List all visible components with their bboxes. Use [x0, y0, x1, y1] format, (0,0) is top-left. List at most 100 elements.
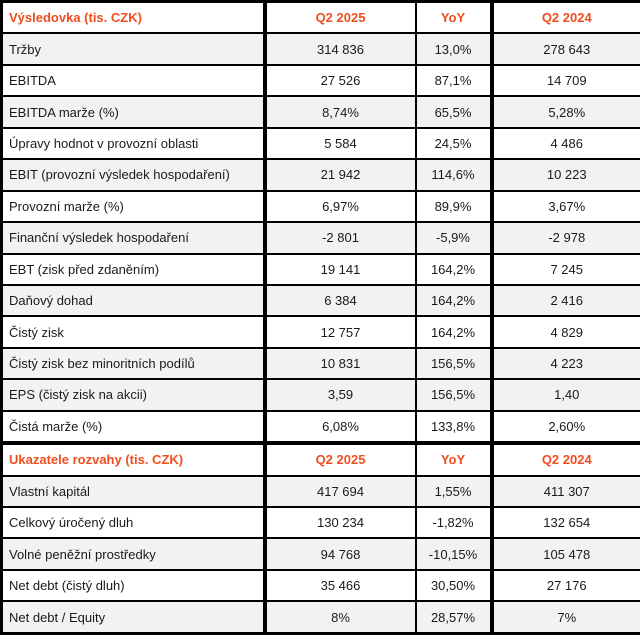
value-cell-q2-2024: 2 416: [491, 283, 640, 317]
row-label-cell: Net debt (čistý dluh): [1, 568, 267, 602]
table-row: Volné peněžní prostředky 94 768 -10,15% 105…: [1, 537, 640, 570]
table-row: EPS (čistý zisk na akcii) 3,59 156,5% 1,40: [1, 378, 640, 411]
row-label-cell: EBITDA marže (%): [1, 95, 267, 128]
table-row: Čistý zisk 12 757 164,2% 4 829: [1, 315, 640, 348]
value-cell-q2-2025: 3,59: [264, 378, 417, 411]
row-label-cell: Provozní marže (%): [1, 189, 267, 223]
value-cell-yoy: 87,1%: [415, 63, 494, 97]
row-label-cell: Úpravy hodnot v provozní oblasti: [1, 126, 267, 160]
row-label-cell: Daňový dohad: [1, 283, 267, 317]
col-header-yoy: YoY: [415, 441, 494, 476]
value-cell-q2-2024: -2 978: [491, 221, 640, 254]
value-cell-yoy: -5,9%: [415, 221, 494, 254]
table-row: Čistý zisk bez minoritních podílů 10 831 1…: [1, 346, 640, 380]
table-row: EBITDA marže (%) 8,74% 65,5% 5,28%: [1, 95, 640, 128]
table-row: Daňový dohad 6 384 164,2% 2 416: [1, 283, 640, 317]
section-header-row: Ukazatele rozvahy (tis. CZK) Q2 2025 YoY Q2…: [1, 441, 640, 476]
value-cell-yoy: 28,57%: [415, 600, 494, 634]
table-row: Finanční výsledek hospodaření -2 801 -5,9%…: [1, 221, 640, 254]
value-cell-q2-2024: 7%: [491, 600, 640, 634]
value-cell-q2-2025: 21 942: [264, 158, 417, 191]
value-cell-yoy: 30,50%: [415, 568, 494, 602]
value-cell-q2-2025: 417 694: [264, 474, 417, 508]
table-row: Net debt (čistý dluh) 35 466 30,50% 27 176: [1, 568, 640, 602]
value-cell-q2-2025: 8,74%: [264, 95, 417, 128]
row-label-cell: EBIT (provozní výsledek hospodaření): [1, 158, 267, 191]
row-label-cell: EBITDA: [1, 63, 267, 97]
value-cell-q2-2025: 10 831: [264, 346, 417, 380]
row-label-cell: Net debt / Equity: [1, 600, 267, 634]
table-row: EBIT (provozní výsledek hospodaření) 21 9…: [1, 158, 640, 191]
value-cell-yoy: 156,5%: [415, 346, 494, 380]
value-cell-q2-2024: 3,67%: [491, 189, 640, 223]
table-row: EBT (zisk před zdaněním) 19 141 164,2% 7 24…: [1, 252, 640, 285]
value-cell-yoy: 164,2%: [415, 283, 494, 317]
value-cell-q2-2024: 2,60%: [491, 409, 640, 444]
value-cell-yoy: -1,82%: [415, 506, 494, 539]
row-label-cell: Čistá marže (%): [1, 409, 267, 444]
row-label-cell: Čistý zisk bez minoritních podílů: [1, 346, 267, 380]
value-cell-yoy: 156,5%: [415, 378, 494, 411]
value-cell-q2-2025: 5 584: [264, 126, 417, 160]
value-cell-yoy: 164,2%: [415, 315, 494, 348]
table-row: EBITDA 27 526 87,1% 14 709: [1, 63, 640, 97]
col-header-q2-2025: Q2 2025: [264, 441, 417, 476]
value-cell-q2-2024: 132 654: [491, 506, 640, 539]
row-label-cell: EBT (zisk před zdaněním): [1, 252, 267, 285]
row-label-cell: Čistý zisk: [1, 315, 267, 348]
col-header-yoy: YoY: [415, 0, 494, 34]
value-cell-q2-2025: 12 757: [264, 315, 417, 348]
value-cell-yoy: -10,15%: [415, 537, 494, 570]
col-header-q2-2024: Q2 2024: [491, 441, 640, 476]
value-cell-q2-2024: 411 307: [491, 474, 640, 508]
table-row: Vlastní kapitál 417 694 1,55% 411 307: [1, 474, 640, 508]
col-header-q2-2025: Q2 2025: [264, 0, 417, 34]
value-cell-q2-2024: 4 223: [491, 346, 640, 380]
table-row: Celkový úročený dluh 130 234 -1,82% 132 654: [1, 506, 640, 539]
row-label-cell: Volné peněžní prostředky: [1, 537, 267, 570]
value-cell-q2-2024: 278 643: [491, 32, 640, 65]
table-row: Net debt / Equity 8% 28,57% 7%: [1, 600, 640, 634]
value-cell-q2-2025: 19 141: [264, 252, 417, 285]
table-row: Čistá marže (%) 6,08% 133,8% 2,60%: [1, 409, 640, 444]
row-label-cell: Tržby: [1, 32, 267, 65]
row-label-cell: Celkový úročený dluh: [1, 506, 267, 539]
value-cell-q2-2025: 314 836: [264, 32, 417, 65]
value-cell-q2-2025: 35 466: [264, 568, 417, 602]
value-cell-q2-2025: 94 768: [264, 537, 417, 570]
value-cell-q2-2025: -2 801: [264, 221, 417, 254]
row-label-cell: Finanční výsledek hospodaření: [1, 221, 267, 254]
table-row: Úpravy hodnot v provozní oblasti 5 584 24,…: [1, 126, 640, 160]
table-row: Provozní marže (%) 6,97% 89,9% 3,67%: [1, 189, 640, 223]
col-header-q2-2024: Q2 2024: [491, 0, 640, 34]
value-cell-q2-2024: 5,28%: [491, 95, 640, 128]
section-header-row: Výsledovka (tis. CZK) Q2 2025 YoY Q2 2024: [1, 0, 640, 34]
value-cell-q2-2025: 130 234: [264, 506, 417, 539]
value-cell-q2-2025: 6 384: [264, 283, 417, 317]
section-title: Výsledovka (tis. CZK): [1, 0, 267, 34]
value-cell-q2-2025: 6,08%: [264, 409, 417, 444]
value-cell-yoy: 164,2%: [415, 252, 494, 285]
value-cell-q2-2024: 14 709: [491, 63, 640, 97]
value-cell-yoy: 65,5%: [415, 95, 494, 128]
value-cell-q2-2024: 27 176: [491, 568, 640, 602]
value-cell-q2-2024: 7 245: [491, 252, 640, 285]
value-cell-q2-2025: 6,97%: [264, 189, 417, 223]
table-row: Tržby 314 836 13,0% 278 643: [1, 32, 640, 65]
value-cell-q2-2024: 10 223: [491, 158, 640, 191]
value-cell-q2-2025: 8%: [264, 600, 417, 634]
value-cell-yoy: 133,8%: [415, 409, 494, 444]
value-cell-yoy: 1,55%: [415, 474, 494, 508]
value-cell-yoy: 114,6%: [415, 158, 494, 191]
value-cell-q2-2024: 4 829: [491, 315, 640, 348]
value-cell-q2-2024: 105 478: [491, 537, 640, 570]
value-cell-yoy: 24,5%: [415, 126, 494, 160]
row-label-cell: EPS (čistý zisk na akcii): [1, 378, 267, 411]
row-label-cell: Vlastní kapitál: [1, 474, 267, 508]
section-title: Ukazatele rozvahy (tis. CZK): [1, 441, 267, 476]
value-cell-q2-2025: 27 526: [264, 63, 417, 97]
value-cell-yoy: 13,0%: [415, 32, 494, 65]
